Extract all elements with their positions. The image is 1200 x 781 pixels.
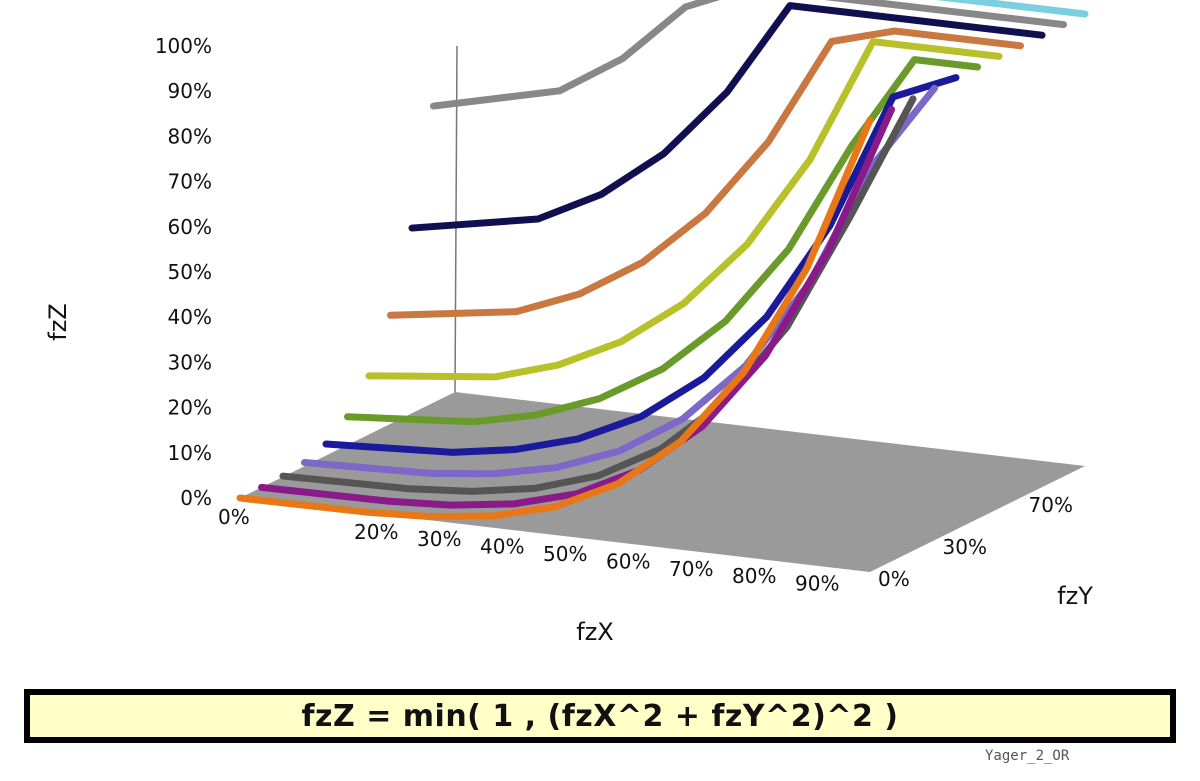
y-tick-label: 70% (1029, 493, 1073, 517)
x-tick-label: 60% (606, 549, 650, 573)
x-tick-label: 20% (354, 520, 398, 544)
x-tick-label: 0% (218, 505, 250, 529)
series-line-fzy-40 (322, 74, 960, 456)
z-tick-label: 0% (180, 486, 212, 510)
z-tick-label: 60% (168, 215, 212, 239)
series-group (236, 0, 1089, 521)
series-line-fzy-90 (430, 0, 1067, 110)
series-line-fzy-60 (365, 38, 1003, 381)
z-tick-label: 10% (168, 441, 212, 465)
z-tick-label: 70% (168, 170, 212, 194)
formula-box: fzZ = min( 1 , (fzX^2 + fzY^2)^2 ) (24, 689, 1176, 743)
z-axis-title: fzZ (44, 303, 72, 341)
z-tick-label: 100% (155, 34, 212, 58)
x-tick-label: 50% (543, 542, 587, 566)
series-line-fzy-100 (935, 0, 1089, 18)
y-tick-label: 30% (943, 535, 987, 559)
y-tick-label: 0% (878, 567, 910, 591)
z-tick-label: 30% (168, 350, 212, 374)
series-line-fzy-50 (344, 56, 981, 426)
chart-floor (240, 392, 1085, 572)
series-line-fzy-70 (387, 27, 1024, 319)
y-axis-title: fzY (1057, 582, 1093, 610)
series-line-fzy-80 (408, 2, 1046, 232)
x-axis-ticks: 0% 20% 30% 40% 50% 60% 70% 80% 90% (218, 505, 839, 596)
x-tick-label: 40% (480, 535, 524, 559)
x-tick-label: 70% (669, 557, 713, 581)
x-tick-label: 90% (795, 572, 839, 596)
z-tick-label: 50% (168, 260, 212, 284)
x-axis-title: fzX (576, 618, 614, 646)
series-line-fzy-0 (236, 116, 874, 521)
source-label: Yager_2_OR (985, 748, 1070, 764)
z-tick-label: 40% (168, 305, 212, 329)
z-axis-line (454, 45, 458, 393)
z-tick-label: 20% (168, 396, 212, 420)
y-axis-ticks: 0% 30% 70% (878, 493, 1073, 591)
z-tick-label: 90% (168, 79, 212, 103)
z-tick-label: 80% (168, 124, 212, 148)
formula-text: fzZ = min( 1 , (fzX^2 + fzY^2)^2 ) (301, 698, 899, 734)
z-axis-ticks: 0% 10% 20% 30% 40% 50% 60% 70% 80% 90% 100% (155, 34, 212, 510)
x-tick-label: 80% (732, 564, 776, 588)
surface-chart: 0% 10% 20% 30% 40% 50% 60% 70% 80% 90% 100% 0% 20% 3… (44, 0, 1093, 646)
x-tick-label: 30% (417, 527, 461, 551)
series-line-fzy-10 (258, 105, 895, 509)
